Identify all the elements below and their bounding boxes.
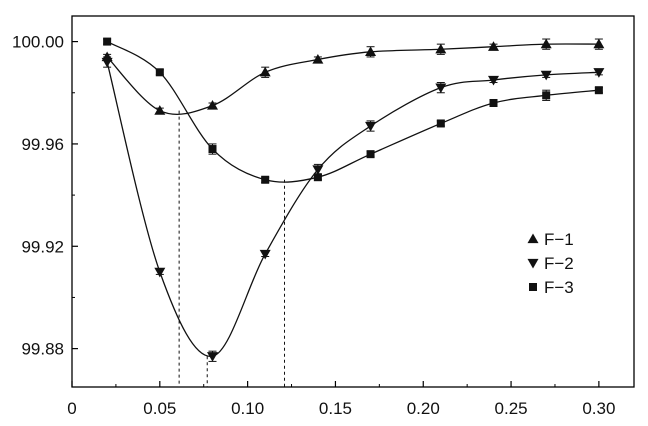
data-point-3-7 (436, 119, 445, 128)
data-point-1-2 (154, 105, 166, 115)
data-point-1-3 (207, 100, 218, 110)
data-point-2-7 (435, 83, 447, 94)
data-point-1-5 (312, 53, 324, 64)
y-axis: 99.88 99.92 99.96 100.00 (12, 33, 78, 359)
data-point-2-3 (207, 352, 218, 362)
data-point-1-8 (488, 41, 499, 51)
x-tick-label-5: 0.20 (407, 399, 440, 418)
plot-area (71, 15, 635, 388)
data-point-1-9 (540, 38, 552, 49)
data-point-3-9 (542, 91, 551, 100)
data-point-3-10 (594, 86, 603, 95)
legend-label-2: F−2 (544, 254, 574, 273)
x-tick-label-1: 0 (67, 399, 76, 418)
data-point-2-6 (365, 121, 377, 132)
data-point-2-8 (488, 75, 499, 86)
legend-marker-2 (527, 258, 539, 269)
legend-label-3: F−3 (544, 278, 574, 297)
x-tick-label-4: 0.15 (319, 399, 352, 418)
data-point-3-8 (489, 98, 498, 107)
y-tick-label-1: 99.88 (21, 340, 64, 359)
legend: F−1 F−2 F−3 (527, 230, 574, 297)
data-point-1-7 (435, 43, 447, 54)
dropline-layer (178, 110, 286, 387)
x-tick-label-6: 0.25 (495, 399, 528, 418)
data-point-1-10 (593, 38, 605, 49)
series-line-1 (106, 43, 599, 115)
data-point-1-4 (259, 66, 271, 77)
legend-marker-1 (527, 233, 539, 244)
marker-layer (101, 37, 605, 362)
data-point-2-2 (154, 267, 166, 278)
data-point-3-6 (366, 150, 375, 159)
x-tick-label-7: 0.30 (582, 399, 615, 418)
data-point-2-4 (259, 249, 271, 260)
y-tick-label-3: 99.96 (21, 135, 64, 154)
x-tick-label-2: 0.05 (143, 399, 176, 418)
data-point-3-4 (261, 175, 270, 184)
data-point-3-5 (313, 173, 322, 182)
series-line-3 (106, 41, 599, 183)
y-tick-label-4: 100.00 (12, 33, 64, 52)
data-point-2-1 (101, 57, 113, 68)
data-point-3-2 (155, 68, 164, 77)
x-tick-label-3: 0.10 (231, 399, 264, 418)
data-point-3-1 (103, 37, 112, 46)
data-point-2-9 (540, 70, 552, 81)
x-axis: 0 0.05 0.10 0.15 0.20 0.25 0.30 (67, 381, 615, 418)
legend-marker-3 (529, 283, 537, 291)
legend-label-1: F−1 (544, 230, 574, 249)
data-point-2-5 (312, 165, 324, 176)
data-point-3-3 (208, 145, 217, 154)
y-tick-label-2: 99.92 (21, 237, 64, 256)
data-point-1-6 (365, 46, 377, 56)
data-point-2-10 (593, 68, 605, 78)
